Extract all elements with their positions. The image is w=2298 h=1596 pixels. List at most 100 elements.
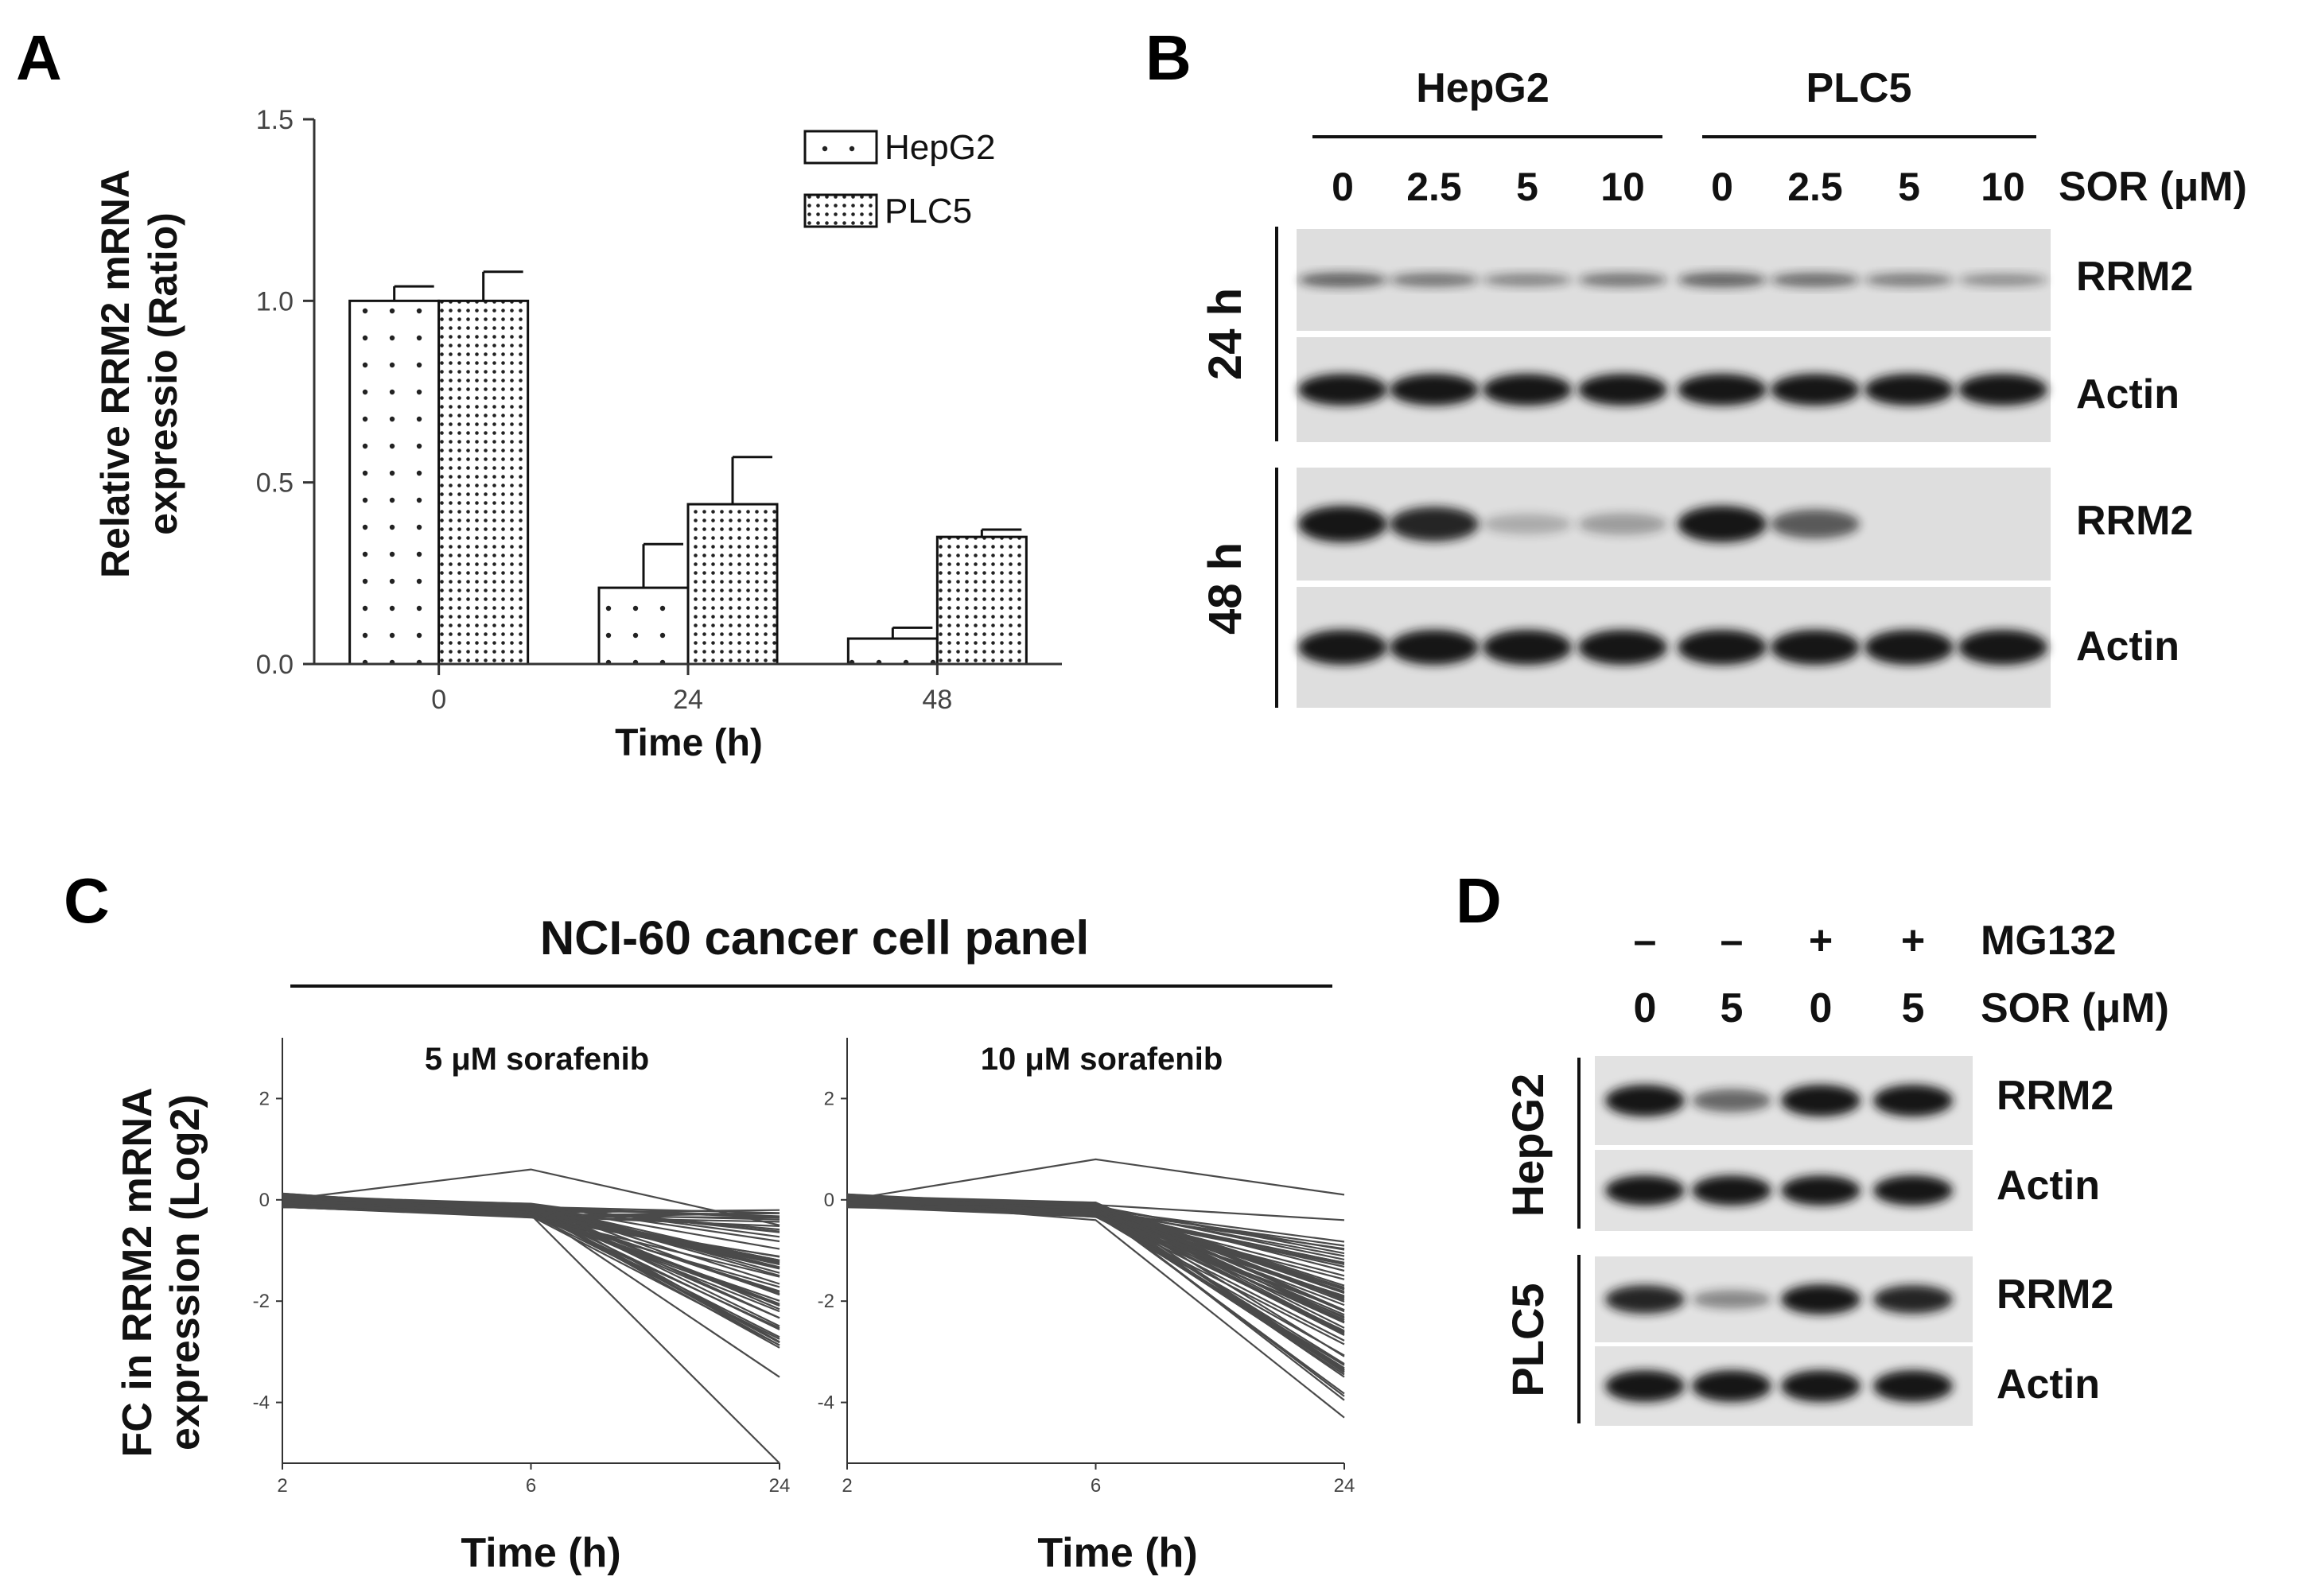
- band: [1483, 630, 1572, 665]
- band: [1605, 1285, 1685, 1314]
- x-tick-label: 6: [526, 1475, 536, 1497]
- band: [1483, 273, 1572, 287]
- band-label-plc5-rrm2: RRM2: [1997, 1272, 2113, 1318]
- strip-rrm2-24h: [1297, 229, 2051, 331]
- strip-actin-48h: [1297, 587, 2051, 708]
- mg132-sign: –: [1721, 918, 1744, 964]
- y-axis-label-line-1: FC in RRM2 mRNA: [115, 1087, 161, 1457]
- subplot-10uM: 10 μM sorafenib 2 0 -2 -4 2 6 24: [818, 1038, 1355, 1497]
- y-tick-label: -4: [818, 1392, 834, 1414]
- series-line: [282, 1198, 780, 1378]
- panel-label-c: C: [64, 865, 110, 936]
- band: [1578, 630, 1667, 665]
- band: [1578, 273, 1667, 287]
- band: [1873, 1370, 1953, 1402]
- series-line: [846, 1158, 1345, 1201]
- band: [1390, 507, 1479, 542]
- y-tick-label: 0: [259, 1190, 270, 1211]
- sor-value: 0: [1634, 985, 1657, 1031]
- series-line: [846, 1205, 1345, 1357]
- timepoint-label-24h: 24 h: [1200, 288, 1251, 380]
- strip-rrm2-48h: [1297, 468, 2051, 581]
- band: [1781, 1085, 1861, 1116]
- western-blot-panel-d: –0–5+0+5 MG132 SOR (μM) HepG2 PLC5 RRM2 …: [1503, 918, 2169, 1426]
- band: [1605, 1370, 1685, 1402]
- axes: 0.0 0.5 1.0 1.5 0 24 48: [256, 105, 1062, 715]
- y-axis-label-line-2: expression (Log2): [162, 1094, 208, 1450]
- band: [1873, 1085, 1953, 1116]
- strip-plc5-actin: [1595, 1346, 1973, 1426]
- series-line: [282, 1206, 780, 1278]
- concentration-label: 5: [1898, 165, 1920, 209]
- band: [1298, 374, 1387, 406]
- x-tick-label: 48: [922, 685, 952, 715]
- bar-plc5: [437, 299, 530, 666]
- y-tick-label: 0.0: [256, 650, 294, 680]
- series-line: [282, 1168, 780, 1226]
- sor-unit-label: SOR (μM): [2059, 164, 2247, 210]
- timepoint-label-48h: 48 h: [1200, 542, 1251, 635]
- band: [1771, 273, 1860, 287]
- band: [1771, 630, 1860, 665]
- subplot-title-10uM: 10 μM sorafenib: [981, 1042, 1223, 1077]
- strip-hepg2-actin: [1595, 1150, 1973, 1231]
- band-label-plc5-actin: Actin: [1997, 1361, 2100, 1408]
- strip-actin-24h: [1297, 337, 2051, 442]
- mg132-sign: +: [1809, 918, 1833, 964]
- band: [1390, 273, 1479, 287]
- band: [1958, 630, 2047, 665]
- band: [1678, 506, 1767, 542]
- band-label-actin-24h: Actin: [2076, 371, 2179, 417]
- x-tick-label: 2: [277, 1475, 287, 1497]
- x-tick-label: 2: [842, 1475, 852, 1497]
- x-tick-label: 24: [673, 685, 703, 715]
- concentration-label: 0: [1711, 165, 1733, 209]
- panel-c-header: NCI-60 cancer cell panel: [540, 911, 1089, 965]
- panel-label-d: D: [1456, 865, 1502, 936]
- blot-strips: [1595, 1056, 1973, 1426]
- concentration-label: 5: [1516, 165, 1538, 209]
- subplot-title-5uM: 5 μM sorafenib: [425, 1042, 649, 1077]
- band: [1678, 374, 1767, 406]
- band: [1873, 1175, 1953, 1206]
- band: [1692, 1290, 1771, 1309]
- band: [1578, 513, 1667, 535]
- band: [1578, 374, 1667, 406]
- band: [1298, 506, 1387, 542]
- strip-plc5-rrm2: [1595, 1256, 1973, 1342]
- bar-chart-panel-a: 0.0 0.5 1.0 1.5 0 24 48 Relative RRM2 mRNA exp…: [93, 105, 1062, 764]
- series-line: [846, 1198, 1345, 1221]
- bar-plc5: [686, 503, 779, 666]
- band: [1771, 374, 1860, 406]
- series-line: [846, 1205, 1345, 1311]
- line-chart-panel-c: NCI-60 cancer cell panel FC in RRM2 mRNA…: [115, 911, 1355, 1576]
- band: [1483, 374, 1572, 406]
- concentration-label: 10: [1600, 165, 1645, 209]
- band: [1958, 374, 2047, 406]
- band: [1864, 273, 1954, 287]
- x-tick-label: 6: [1091, 1475, 1101, 1497]
- band: [1692, 1370, 1771, 1402]
- sor-value: 5: [1721, 985, 1744, 1031]
- series-line: [846, 1198, 1345, 1419]
- blot-strips: [1297, 229, 2051, 708]
- x-axis-label-5uM: Time (h): [461, 1530, 620, 1576]
- band-label-rrm2-24h: RRM2: [2076, 254, 2193, 300]
- band: [1390, 374, 1479, 406]
- group-label-plc5: PLC5: [1806, 65, 1912, 111]
- band: [1692, 1089, 1771, 1113]
- x-axis-label: Time (h): [615, 722, 763, 764]
- x-tick-label: 0: [431, 685, 446, 715]
- sor-label: SOR (μM): [1981, 985, 2169, 1031]
- series-line: [846, 1194, 1345, 1365]
- bar-group: [348, 270, 1028, 666]
- series-line: [846, 1202, 1345, 1373]
- sor-value: 0: [1810, 985, 1833, 1031]
- western-blot-panel-b: HepG2 PLC5 0 2.5 5 10 0 2.5 5 10 SOR (μM) 24 h …: [1200, 65, 2247, 708]
- band-label-hepg2-rrm2: RRM2: [1997, 1073, 2113, 1119]
- band: [1678, 630, 1767, 665]
- band: [1605, 1085, 1685, 1116]
- legend-label-hepg2: HepG2: [885, 128, 995, 167]
- x-axis-label-10uM: Time (h): [1037, 1530, 1197, 1576]
- legend-swatch-hepg2: [803, 130, 878, 165]
